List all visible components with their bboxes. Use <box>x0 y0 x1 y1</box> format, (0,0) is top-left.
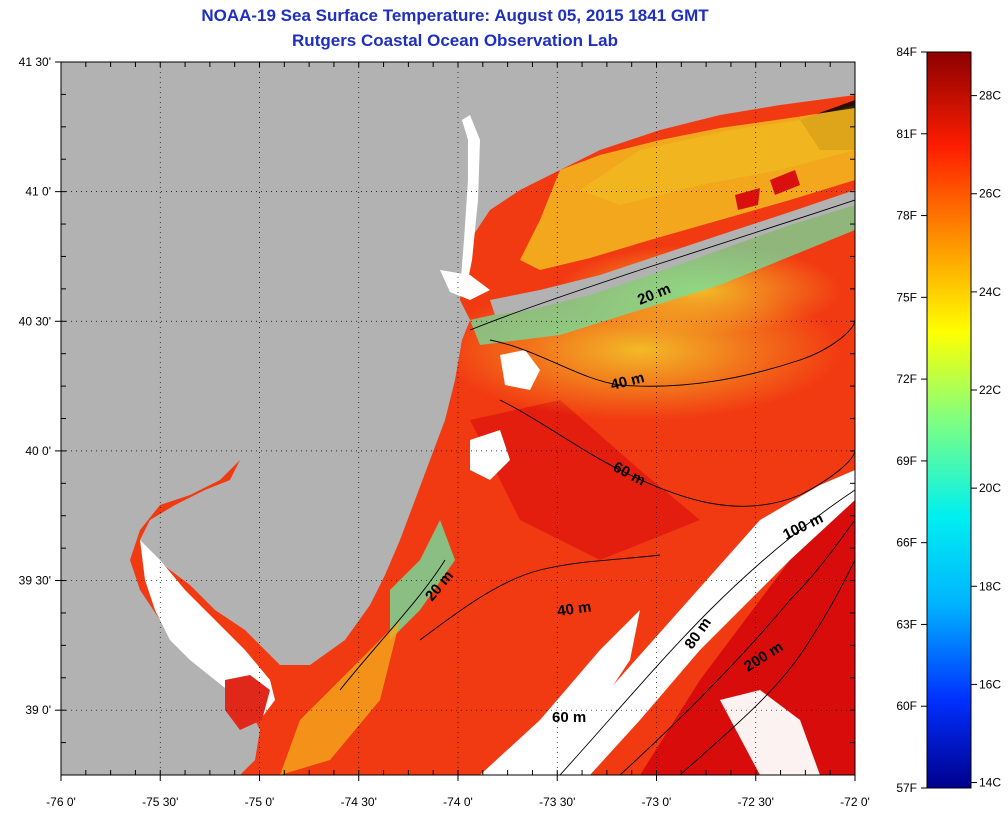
lon-tick-label: -73 30' <box>539 795 575 809</box>
colorbar-c-label: 18C <box>979 579 1001 593</box>
hot-water-patch <box>735 188 760 210</box>
land-connecticut <box>560 62 855 150</box>
hot-water-patch <box>225 675 270 730</box>
isobath-80m <box>559 489 855 775</box>
colorbar-c-label: 22C <box>979 383 1001 397</box>
colorbar-celsius-labels: 28C 26C 24C 22C 20C 18C 16C 14C <box>971 89 1001 790</box>
lon-tick-label: -76 0' <box>46 795 76 809</box>
colorbar-c-label: 20C <box>979 481 1001 495</box>
map-title: NOAA-19 Sea Surface Temperature: August … <box>201 6 709 25</box>
isobath-label: 40 m <box>556 598 592 620</box>
colorbar-f-label: 57F <box>896 781 917 795</box>
lon-tick-label: -75 30' <box>142 795 178 809</box>
lat-tick-label: 39 30' <box>19 574 51 588</box>
colorbar-f-label: 66F <box>896 536 917 550</box>
lon-tick-label: -75 0' <box>245 795 275 809</box>
hot-water-patch <box>770 170 800 195</box>
isobath-100m <box>619 519 855 775</box>
long-island-sound <box>520 108 855 270</box>
colorbar-c-label: 14C <box>979 776 1001 790</box>
colorbar-f-label: 84F <box>896 45 917 59</box>
colorbar-f-label: 78F <box>896 209 917 223</box>
colorbar-f-label: 81F <box>896 127 917 141</box>
lat-tick-label: 40 30' <box>19 314 51 328</box>
lon-tick-label: -74 0' <box>443 795 473 809</box>
delaware-bay <box>140 540 275 720</box>
frame-ticks <box>55 61 856 781</box>
colorbar-c-label: 26C <box>979 187 1001 201</box>
longitude-axis: -76 0' -75 30' -75 0' -74 30' -74 0' -73 30' -… <box>46 795 870 809</box>
lat-tick-label: 41 30' <box>19 55 51 69</box>
isobath-200m <box>679 559 855 775</box>
isobath-contours <box>339 199 855 775</box>
colorbar-c-label: 24C <box>979 285 1001 299</box>
isobath-20m-south <box>339 559 446 691</box>
colorbar-c-label: 28C <box>979 89 1001 103</box>
map-subtitle: Rutgers Coastal Ocean Observation Lab <box>292 31 618 50</box>
lon-tick-label: -73 0' <box>642 795 672 809</box>
land-delmarva <box>61 610 190 775</box>
latitude-axis: 41 30' 41 0' 40 30' 40 0' 39 30' 39 0' <box>19 55 51 717</box>
isobath-label: 60 m <box>552 709 586 726</box>
lat-tick-label: 40 0' <box>25 444 51 458</box>
land-mainland <box>61 62 855 775</box>
colorbar-f-label: 72F <box>896 372 917 386</box>
colorbar-f-label: 60F <box>896 699 917 713</box>
cloud-cover <box>720 690 820 775</box>
cold-water-strip <box>390 520 455 640</box>
colorbar <box>926 51 972 789</box>
isobath-40m-south <box>419 554 661 641</box>
isobath-40m-north <box>489 319 855 387</box>
lon-tick-label: -72 30' <box>738 795 774 809</box>
cloud-cover <box>480 610 640 775</box>
cloud-cover <box>500 350 540 390</box>
land-long-island <box>490 190 855 315</box>
colorbar-f-label: 75F <box>896 290 917 304</box>
colorbar-fahrenheit-labels: 84F 81F 78F 75F 72F 69F 66F 63F 60F 57F <box>896 45 927 795</box>
isobath-20m-north <box>469 199 855 331</box>
cloud-cover <box>470 430 510 480</box>
ny-harbor <box>440 270 490 300</box>
lat-tick-label: 39 0' <box>25 703 51 717</box>
colorbar-f-label: 63F <box>896 617 917 631</box>
hudson-river <box>460 115 480 290</box>
map-plot-area: 20 m 40 m 60 m 100 m 20 m 40 m 80 m 200 … <box>61 62 855 775</box>
cool-water-patch <box>280 620 400 775</box>
isobath-60m <box>499 399 855 507</box>
colorbar-c-label: 16C <box>979 677 1001 691</box>
lat-tick-label: 41 0' <box>25 185 51 199</box>
lon-tick-label: -72 0' <box>840 795 870 809</box>
lon-tick-label: -74 30' <box>341 795 377 809</box>
cold-water-strip <box>470 200 855 345</box>
hot-water-patch <box>470 400 700 560</box>
colorbar-f-label: 69F <box>896 454 917 468</box>
